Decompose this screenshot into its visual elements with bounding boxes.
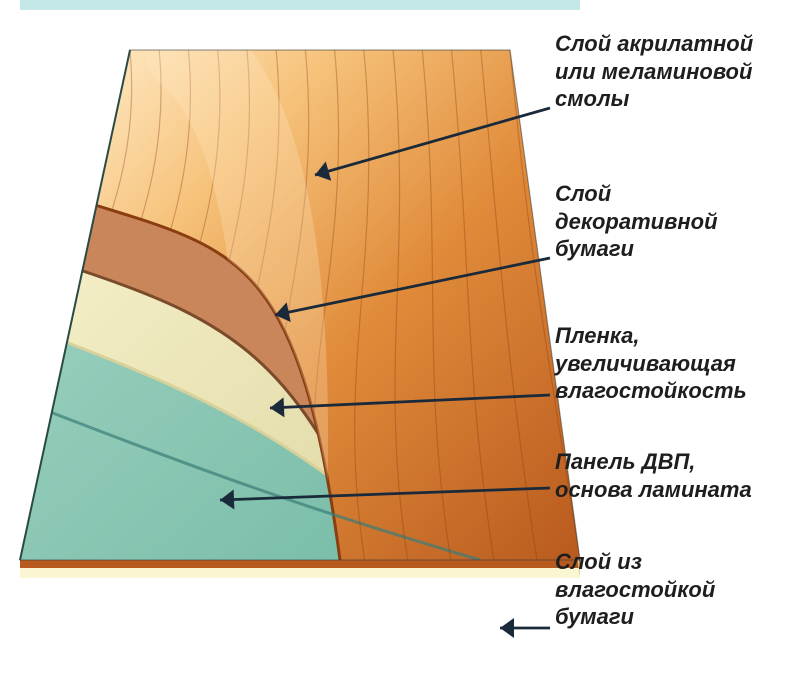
label-resin: Слой акрилатной или меламиновой смолы — [555, 30, 753, 113]
label-film: Пленка, увеличивающая влагостойкость — [555, 322, 747, 405]
label-bottom: Слой из влагостойкой бумаги — [555, 548, 715, 631]
label-decor: Слой декоративной бумаги — [555, 180, 718, 263]
label-core: Панель ДВП, основа ламината — [555, 448, 752, 503]
laminate-layers-diagram: { "canvas": { "w": 800, "h": 677, "bg": … — [0, 0, 800, 677]
